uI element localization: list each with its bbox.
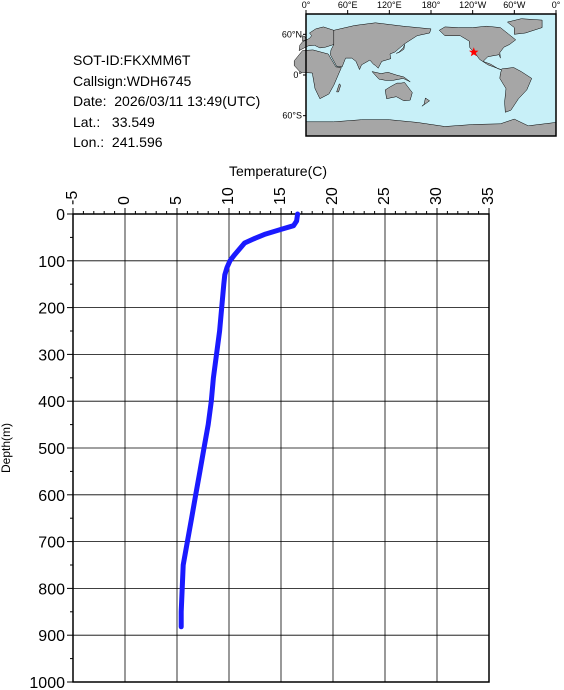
x-axis-title: Temperature(C) [229,163,327,179]
callsign-label: Callsign:WDH6745 [73,72,192,89]
date-label: Date: 2026/03/11 13:49(UTC) [73,93,261,109]
x-tick-label: 10 [220,187,237,205]
europe-land [298,26,335,52]
x-tick-label: 30 [428,187,445,205]
map-lat-label: 60°N [282,29,302,39]
map-lat-label: 60°S [282,111,302,121]
x-tick-label: -5 [64,191,81,205]
latitude-label: Lat.: 33.549 [73,113,155,130]
y-tick-label: 500 [38,441,65,458]
temperature-profile-line [178,211,301,630]
y-tick-label: 1000 [29,675,65,690]
greenland-land [506,18,543,35]
japan-land [396,44,405,54]
map-lon-label: 60°W [503,0,526,10]
y-tick-label: 900 [38,628,65,645]
y-axis-title: Depth(m) [0,423,13,473]
map-lat-label: 0° [293,70,302,80]
map-lon-label: 180° [422,0,441,10]
map-lon-label: 60°E [338,0,358,10]
x-tick-label: 35 [480,187,497,205]
asia-land [330,22,432,71]
sot-id-label: SOT-ID:FKXMM6T [73,52,191,68]
map-lon-label: 0° [302,0,311,10]
y-tick-label: 0 [56,207,65,224]
y-tick-label: 800 [38,581,65,598]
y-tick-label: 200 [38,301,65,318]
new-zealand-land [421,97,431,107]
y-tick-label: 600 [38,488,65,505]
madagascar-land [336,83,341,93]
map-lon-label: 0° [552,0,561,10]
north-america-land [438,25,517,70]
y-tick-label: 300 [38,347,65,364]
x-tick-label: 0 [116,196,133,205]
x-tick-label: 25 [376,187,393,205]
x-tick-label: 15 [272,187,289,205]
y-tick-label: 400 [38,394,65,411]
map-lon-label: 120°E [377,0,402,10]
location-world-map: 0° 60°E 120°E 180° 120°W 60°W 0° 60°N 0° 60°S [282,0,561,137]
y-tick-label: 100 [38,254,65,271]
x-tick-label: 5 [168,196,185,205]
map-lon-label: 120°W [459,0,487,10]
australia-land [384,82,413,102]
indonesia-land [371,71,411,83]
y-tick-label: 700 [38,535,65,552]
x-tick-label: 20 [324,187,341,205]
south-america-land [499,67,533,113]
longitude-label: Lon.: 241.596 [73,134,163,150]
float-position-marker [469,47,479,57]
float-info-block: SOT-ID:FKXMM6T Callsign:WDH6745 Date: 20… [73,50,260,153]
